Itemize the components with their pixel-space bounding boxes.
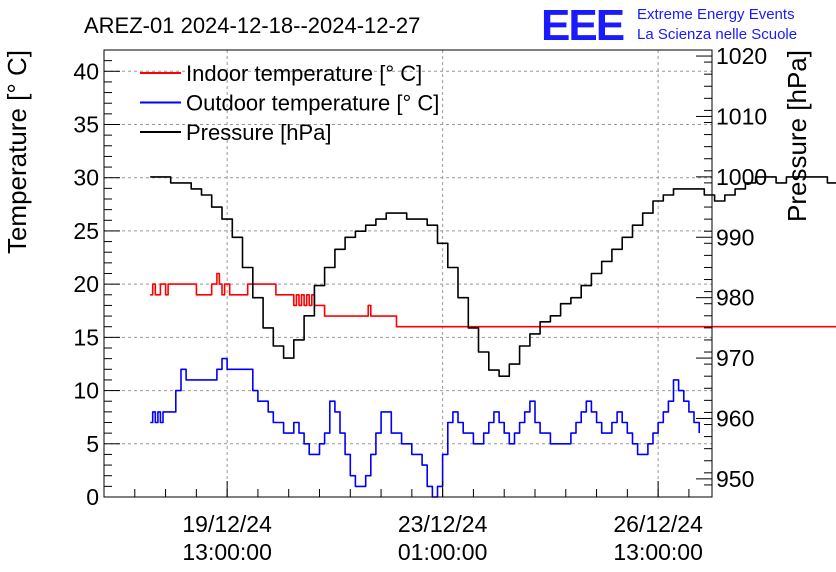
y-left-tick-label: 40 [73,58,99,84]
chart-title: AREZ-01 2024-12-18--2024-12-27 [84,13,420,38]
legend: Indoor temperature [° C] Outdoor temperat… [140,61,439,145]
eee-logo: EEE Extreme Energy Events La Scienza nel… [541,1,797,50]
eee-logo-line2: La Scienza nelle Scuole [637,26,797,43]
legend-label: Pressure [hPa] [186,120,332,145]
y-right-tick-label: 1020 [716,43,767,69]
series-line-indoor-temperature-c [150,272,836,328]
y-axis-right-label: Pressure [hPa] [782,50,812,222]
y-right-tick-label: 960 [716,405,754,431]
y-right-tick-label: 970 [716,345,754,371]
y-right-tick-label: 990 [716,224,754,250]
y-left-tick-label: 30 [73,165,99,191]
y-left-tick-label: 35 [73,112,99,138]
y-right-tick-label: 980 [716,285,754,311]
y-left-tick-label: 10 [73,378,99,404]
y-axis-left-label: Temperature [° C] [2,50,32,254]
y-left-tick-label: 15 [73,324,99,350]
eee-logo-mark: EEE [541,1,624,50]
y-left-tick-label: 25 [73,218,99,244]
series-line-pressure-hpa [150,176,836,378]
y-left-tick-label: 0 [86,484,99,510]
legend-label: Indoor temperature [° C] [186,61,422,86]
x-tick-label-date: 19/12/24 [182,511,272,537]
y-left-tick-label: 20 [73,271,99,297]
x-tick-label-time: 13:00:00 [613,539,703,565]
y-right-tick-label: 1000 [716,164,767,190]
axes: 0 5 10 15 20 25 30 35 40 950 960 970 980 990 1000 1010 1… [73,43,767,565]
x-tick-label-date: 23/12/24 [398,511,488,537]
x-tick-label-time: 01:00:00 [398,539,488,565]
x-tick-label-date: 26/12/24 [613,511,703,537]
y-left-tick-label: 5 [86,431,99,457]
y-right-tick-label: 950 [716,466,754,492]
eee-logo-line1: Extreme Energy Events [637,6,795,23]
legend-label: Outdoor temperature [° C] [186,91,439,116]
y-right-tick-label: 1010 [716,103,767,129]
x-tick-label-time: 13:00:00 [182,539,272,565]
